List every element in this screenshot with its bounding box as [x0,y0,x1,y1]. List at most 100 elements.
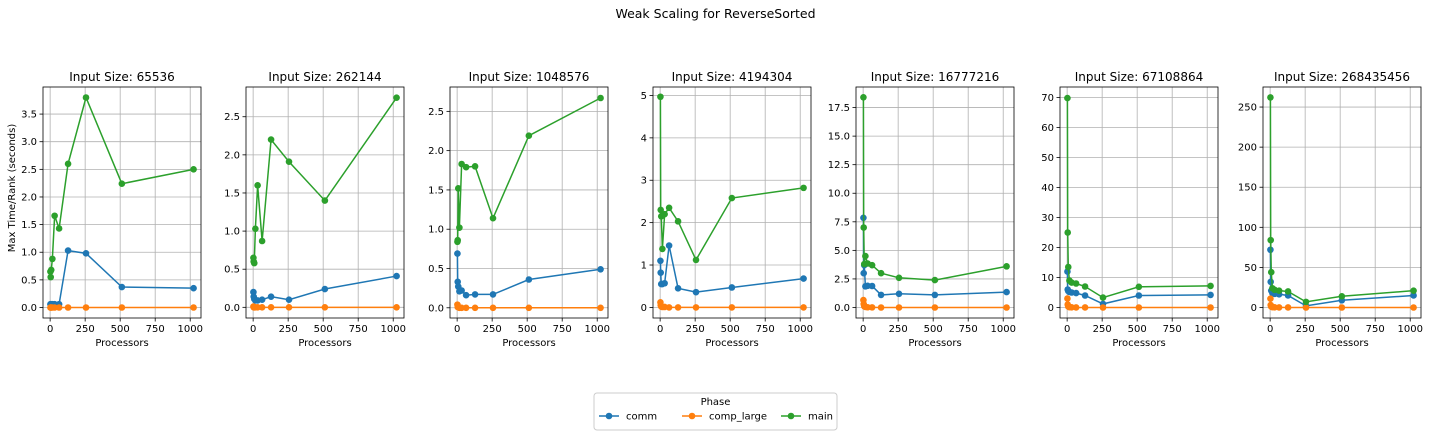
x-tick-label: 250 [76,324,95,335]
data-point-comp_large [868,304,876,311]
data-point-comm [1267,278,1275,286]
data-point-main [1207,282,1214,290]
y-tick-label: 5.0 [834,246,850,257]
data-point-main [489,214,497,222]
y-tick-label: 0 [1251,303,1257,314]
data-point-main [597,94,604,102]
data-point-comm [728,284,736,291]
data-point-comp_large [728,304,736,311]
y-tick-label: 12.5 [828,160,850,171]
x-tick-label: 0 [47,324,53,335]
data-point-comm [868,282,876,290]
grid-lines [450,87,608,318]
data-point-main [49,255,56,263]
y-tick-label: 150 [1238,183,1257,194]
y-tick-label: 2.0 [224,150,240,161]
x-tick-label: 500 [924,324,943,335]
y-tick-label: 0.5 [224,265,240,276]
data-point-main [454,185,462,192]
subplot-5: Input Size: 16777216 0 250 500 750 1000 0.0 2.5… [828,70,1016,349]
grid-lines [1060,87,1218,318]
legend-marker-comp_large [688,412,696,420]
series-line-main [456,97,601,242]
data-point-main [471,163,479,170]
y-tick-label: 0 [1048,303,1054,314]
x-tick-label: 250 [1296,324,1315,335]
legend-items: comm comp_large main [599,412,833,423]
y-tick-label: 1.0 [224,227,240,238]
data-point-main [254,182,261,189]
y-tick-label: 0 [641,303,647,314]
data-point-comp_large [64,304,72,311]
subplot-1: Input Size: 65536 0 250 500 750 1000 0.0 0.5 1.0… [21,70,203,349]
data-point-comp_large [285,304,293,311]
data-point-main [1275,287,1283,294]
data-point-main [800,184,807,192]
legend-entry-comm[interactable]: comm [599,412,657,423]
data-point-main [1003,263,1010,270]
legend[interactable]: Phase comm comp_large main [593,392,838,431]
series-comm [1267,246,1417,310]
series-main [860,93,1010,284]
data-point-comp_large [800,304,807,311]
data-point-comp_large [1099,304,1107,311]
legend-entry-comp_large[interactable]: comp_large [682,412,767,423]
data-point-main [321,197,329,204]
subplot-title: Input Size: 16777216 [871,70,999,84]
series-line-main [659,96,804,262]
y-tick-label: 20 [1041,243,1054,254]
y-ticks: 0 10 20 30 40 50 60 70 [1041,93,1060,314]
data-point-main [456,224,463,231]
data-point-main [1267,268,1275,276]
y-tick-label: 10 [1041,273,1054,284]
y-tick-label: 50 [1041,153,1054,164]
data-point-comm [692,288,700,296]
x-tick-label: 0 [454,324,460,335]
x-axis-label: Processors [908,338,961,349]
y-tick-label: 15.0 [828,132,850,143]
series-comp_large [1267,295,1417,311]
data-point-comm [82,250,90,257]
x-tick-label: 1000 [177,324,202,335]
x-tick-label: 1000 [990,324,1015,335]
data-point-comp_large [55,304,63,311]
data-point-comm [1081,292,1089,299]
data-point-main [82,94,90,101]
data-point-main [1064,94,1071,102]
y-tick-label: 50 [1244,263,1257,274]
x-tick-label: 500 [111,324,130,335]
axes-frame [652,86,812,319]
data-point-comm [931,291,939,299]
data-point-comm [800,275,807,282]
x-tick-label: 500 [1128,324,1147,335]
axes-frame [1262,86,1422,319]
data-point-comm [597,265,604,273]
legend-label-comp_large: comp_large [709,412,767,423]
data-point-comm [1003,288,1010,296]
y-tick-label: 3.5 [21,110,37,121]
x-tick-label: 500 [314,324,333,335]
series-comp_large [1064,295,1214,311]
data-point-comp_large [1338,304,1346,311]
subplot-7: Input Size: 268435456 0 250 500 750 1000 0 50 10… [1238,70,1423,349]
y-tick-label: 100 [1238,223,1257,234]
data-point-main [931,276,939,284]
series-line-comm [456,253,601,296]
data-point-main [868,261,876,269]
series-comp_large [454,301,604,312]
y-tick-label: 10.0 [828,189,850,200]
data-point-main [285,158,293,166]
legend-label-comm: comm [626,412,657,423]
series-main [454,94,604,246]
x-axis-label: Processors [705,338,758,349]
series-line-main [862,97,1007,281]
data-point-comp_large [931,304,939,311]
legend-entry-main[interactable]: main [781,412,833,423]
series-main [1267,94,1417,306]
data-point-comp_large [258,304,266,311]
data-point-main [1135,283,1143,291]
subplot-title: Input Size: 262144 [268,70,381,84]
data-point-comm [657,269,665,276]
x-tick-label: 1000 [380,324,405,335]
